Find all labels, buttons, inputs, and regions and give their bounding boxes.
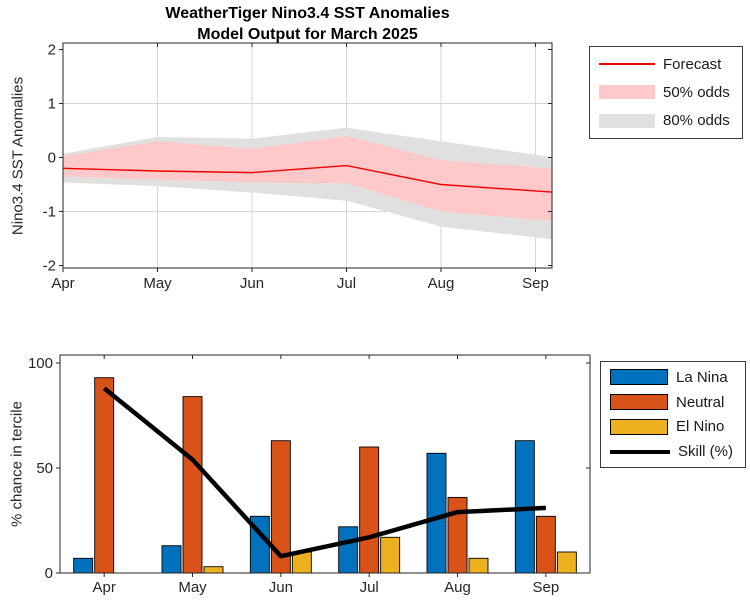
legend-label: Skill (%) [678,443,733,461]
el-nino-swatch [610,418,668,435]
x-tick-label: Aug [444,579,471,596]
forecast-legend: Forecast 50% odds 80% odds [589,46,743,139]
skill-line-swatch [610,449,670,454]
y-tick-label: 1 [48,96,56,113]
forecast-line [62,164,553,193]
chart-title-line1: WeatherTiger Nino3.4 SST Anomalies [165,5,450,22]
x-tick-label: Jul [337,275,356,292]
legend-item-neutral: Neutral [610,394,736,411]
bar-el-nino [380,536,401,574]
legend-item-forecast: Forecast [599,56,733,73]
x-tick-label: May [178,579,207,596]
chart-title-line2: Model Output for March 2025 [197,26,418,43]
bar-el-nino [556,551,577,574]
legend-label: Forecast [663,55,722,73]
band-50-swatch [599,85,655,100]
bottom-axes-border [59,354,591,574]
bar-el-nino [468,557,489,574]
legend-item-skill: Skill (%) [610,443,736,460]
legend-item-80-odds: 80% odds [599,112,733,129]
bar-la-nina [73,557,94,574]
legend-label: 80% odds [663,112,730,130]
y-tick-label: 2 [48,42,56,59]
bar-la-nina [426,452,447,574]
bar-el-nino [203,566,224,574]
band-80-swatch [599,113,655,128]
legend-item-la-nina: La Nina [610,369,736,386]
legend-item-el-nino: El Nino [610,418,736,435]
top-axes-border [62,42,553,269]
legend-label: La Nina [676,368,728,386]
bar-neutral [182,396,203,574]
y-tick-label: -2 [43,258,56,275]
band-50-odds [63,135,552,222]
x-tick-label: Jul [360,579,379,596]
x-tick-label: Apr [51,275,74,292]
la-nina-swatch [610,369,668,386]
skill-line [102,386,546,559]
tercile-legend: La Nina Neutral El Nino Skill (%) [600,361,746,468]
y-tick-label: -1 [43,204,56,221]
legend-item-50-odds: 50% odds [599,84,733,101]
x-tick-label: May [143,275,172,292]
y-tick-label: 100 [28,355,53,372]
x-tick-label: Jun [240,275,264,292]
y-tick-label: 0 [48,150,56,167]
bar-la-nina [161,545,182,574]
x-tick-label: Sep [522,275,549,292]
legend-label: Neutral [676,393,725,411]
top-y-axis-label: Nino3.4 SST Anomalies [9,76,27,236]
x-tick-label: Jun [269,579,293,596]
bar-neutral [535,515,556,574]
x-tick-label: Apr [92,579,115,596]
bar-neutral [447,496,468,574]
legend-label: 50% odds [663,83,730,101]
bar-la-nina [338,526,359,574]
bottom-y-axis-label: % chance in tercile [8,401,26,527]
y-tick-label: 50 [36,460,53,477]
forecast-line-swatch [599,63,655,66]
bar-neutral [94,377,115,574]
neutral-swatch [610,394,668,411]
x-tick-label: Sep [532,579,559,596]
y-tick-label: 0 [45,565,53,582]
bar-neutral [359,446,380,574]
x-tick-label: Aug [428,275,455,292]
legend-label: El Nino [676,418,725,436]
